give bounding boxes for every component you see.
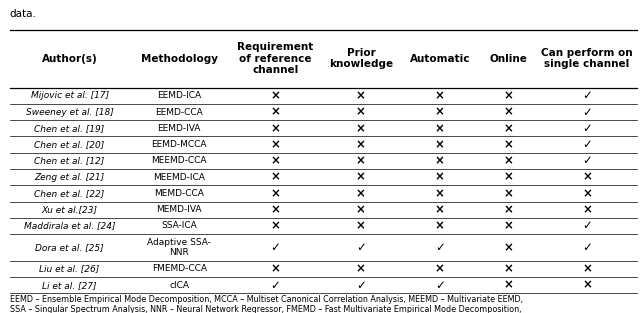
Text: ×: ×	[356, 89, 366, 102]
Text: Online: Online	[490, 54, 527, 64]
Text: ×: ×	[270, 138, 280, 151]
Text: ×: ×	[270, 89, 280, 102]
Text: ×: ×	[356, 171, 366, 184]
Text: ×: ×	[270, 219, 280, 233]
Text: ✓: ✓	[270, 241, 280, 254]
Text: ×: ×	[270, 154, 280, 167]
Text: Methodology: Methodology	[141, 54, 218, 64]
Text: Liu et al. [26]: Liu et al. [26]	[40, 264, 100, 273]
Text: Mijovic et al. [17]: Mijovic et al. [17]	[31, 91, 109, 100]
Text: ×: ×	[435, 122, 445, 135]
Text: Zeng et al. [21]: Zeng et al. [21]	[35, 173, 105, 182]
Text: Li et al. [27]: Li et al. [27]	[42, 281, 97, 290]
Text: Automatic: Automatic	[410, 54, 470, 64]
Text: ×: ×	[503, 138, 513, 151]
Text: ×: ×	[356, 105, 366, 119]
Text: ✓: ✓	[582, 122, 592, 135]
Text: ×: ×	[582, 203, 592, 216]
Text: ✓: ✓	[356, 279, 366, 292]
Text: Chen et al. [22]: Chen et al. [22]	[35, 189, 105, 198]
Text: ×: ×	[270, 262, 280, 275]
Text: Sweeney et al. [18]: Sweeney et al. [18]	[26, 108, 113, 116]
Text: ✓: ✓	[270, 279, 280, 292]
Text: ×: ×	[356, 203, 366, 216]
Text: ×: ×	[270, 171, 280, 184]
Text: ✓: ✓	[435, 241, 445, 254]
Text: EEMD-IVA: EEMD-IVA	[157, 124, 201, 133]
Text: ×: ×	[582, 262, 592, 275]
Text: MEMD-CCA: MEMD-CCA	[154, 189, 204, 198]
Text: EEMD-MCCA: EEMD-MCCA	[152, 140, 207, 149]
Text: Xu et al.[23]: Xu et al.[23]	[42, 205, 97, 214]
Text: ×: ×	[435, 138, 445, 151]
Text: ×: ×	[503, 171, 513, 184]
Text: MEEMD-CCA: MEEMD-CCA	[152, 156, 207, 165]
Text: ×: ×	[503, 105, 513, 119]
Text: ×: ×	[356, 138, 366, 151]
Text: ×: ×	[270, 105, 280, 119]
Text: FMEMD-CCA: FMEMD-CCA	[152, 264, 207, 273]
Text: ×: ×	[503, 279, 513, 292]
Text: SSA-ICA: SSA-ICA	[161, 222, 197, 230]
Text: Requirement
of reference
channel: Requirement of reference channel	[237, 42, 314, 75]
Text: ×: ×	[582, 171, 592, 184]
Text: ×: ×	[582, 187, 592, 200]
Text: MEEMD-ICA: MEEMD-ICA	[154, 173, 205, 182]
Text: ×: ×	[503, 203, 513, 216]
Text: ×: ×	[503, 219, 513, 233]
Text: ×: ×	[356, 262, 366, 275]
Text: Chen et al. [20]: Chen et al. [20]	[35, 140, 105, 149]
Text: ✓: ✓	[582, 154, 592, 167]
Text: ×: ×	[435, 154, 445, 167]
Text: ×: ×	[356, 154, 366, 167]
Text: ×: ×	[435, 219, 445, 233]
Text: ×: ×	[503, 262, 513, 275]
Text: ×: ×	[582, 279, 592, 292]
Text: Can perform on
single channel: Can perform on single channel	[541, 48, 633, 69]
Text: ✓: ✓	[582, 138, 592, 151]
Text: Dora et al. [25]: Dora et al. [25]	[35, 243, 104, 252]
Text: Author(s): Author(s)	[42, 54, 97, 64]
Text: Chen et al. [12]: Chen et al. [12]	[35, 156, 105, 165]
Text: ×: ×	[503, 241, 513, 254]
Text: ×: ×	[356, 187, 366, 200]
Text: ×: ×	[270, 122, 280, 135]
Text: ×: ×	[503, 187, 513, 200]
Text: Prior
knowledge: Prior knowledge	[329, 48, 393, 69]
Text: ✓: ✓	[582, 219, 592, 233]
Text: ×: ×	[356, 219, 366, 233]
Text: ✓: ✓	[582, 241, 592, 254]
Text: ×: ×	[503, 154, 513, 167]
Text: ×: ×	[435, 105, 445, 119]
Text: EEMD-ICA: EEMD-ICA	[157, 91, 202, 100]
Text: Adaptive SSA-
NNR: Adaptive SSA- NNR	[147, 238, 211, 257]
Text: ×: ×	[435, 187, 445, 200]
Text: MEMD-IVA: MEMD-IVA	[157, 205, 202, 214]
Text: Chen et al. [19]: Chen et al. [19]	[35, 124, 105, 133]
Text: ×: ×	[435, 89, 445, 102]
Text: ✓: ✓	[582, 105, 592, 119]
Text: ✓: ✓	[582, 89, 592, 102]
Text: cICA: cICA	[169, 281, 189, 290]
Text: ×: ×	[435, 262, 445, 275]
Text: ×: ×	[435, 203, 445, 216]
Text: ×: ×	[270, 187, 280, 200]
Text: Maddirala et al. [24]: Maddirala et al. [24]	[24, 222, 115, 230]
Text: ×: ×	[356, 122, 366, 135]
Text: data.: data.	[10, 9, 36, 19]
Text: ×: ×	[270, 203, 280, 216]
Text: EEMD – Ensemble Empirical Mode Decomposition, MCCA – Multiset Canonical Correlat: EEMD – Ensemble Empirical Mode Decomposi…	[10, 295, 523, 313]
Text: ×: ×	[435, 171, 445, 184]
Text: ×: ×	[503, 122, 513, 135]
Text: EEMD-CCA: EEMD-CCA	[156, 108, 203, 116]
Text: ✓: ✓	[356, 241, 366, 254]
Text: ×: ×	[503, 89, 513, 102]
Text: ✓: ✓	[435, 279, 445, 292]
